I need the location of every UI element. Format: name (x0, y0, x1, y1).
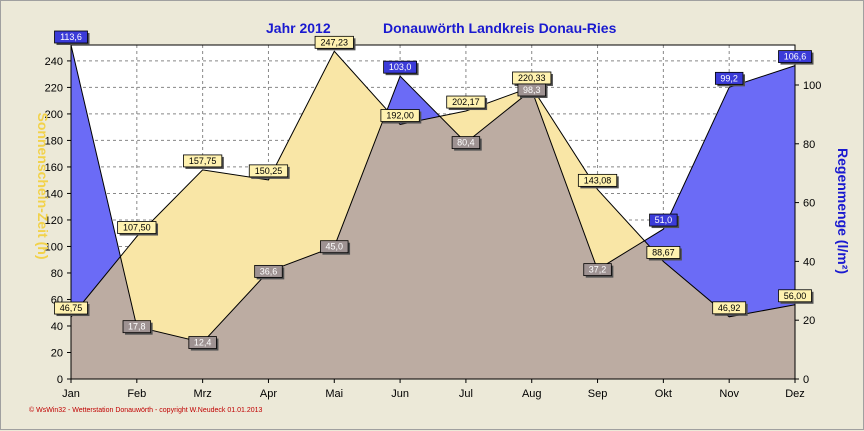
left-tick-label: 80 (51, 268, 63, 280)
left-axis-label: Sonnenschein-Zeit (h) (35, 113, 51, 260)
sunshine-value-label-box (380, 109, 420, 122)
sunshine-value-label-box (712, 301, 747, 315)
sunshine-value-label: 107,50 (123, 223, 151, 233)
left-tick-label: 140 (45, 188, 63, 200)
left-tick-label: 40 (51, 321, 63, 333)
left-tick-label: 220 (45, 82, 63, 94)
left-tick-label: 240 (45, 56, 63, 68)
rain-value-label: 36,6 (260, 266, 278, 276)
rain-value-label-box (122, 320, 152, 334)
right-tick-label: 80 (803, 139, 815, 151)
rain-value-label-box (383, 60, 417, 74)
x-tick-label: Sep (588, 388, 608, 400)
sunshine-value-label-box (248, 164, 289, 178)
rain-value-label: 113,6 (60, 32, 82, 42)
x-tick-label: Feb (127, 388, 146, 400)
x-tick-label: Jun (391, 388, 409, 400)
rain-value-label-box (649, 213, 678, 227)
left-tick-label: 160 (45, 162, 63, 174)
axis-ticks: 0204060801001201401601802002202400204060… (45, 56, 822, 400)
rain-value-label-box (583, 263, 612, 277)
sunshine-value-label-box (577, 173, 618, 187)
rain-value-label-box (451, 136, 481, 150)
sunshine-value-label-box (314, 35, 354, 49)
sunshine-value-label-box (117, 221, 157, 234)
rain-value-label: 51,0 (655, 215, 673, 225)
left-tick-label: 180 (45, 135, 63, 147)
rain-value-label: 17,8 (128, 322, 146, 332)
rain-value-label: 98,3 (523, 85, 541, 95)
right-tick-label: 100 (803, 80, 821, 92)
rain-value-label-box (778, 50, 812, 63)
sunshine-value-label: 247,23 (321, 37, 349, 47)
rain-value-label: 80,4 (457, 138, 475, 148)
rain-value-label: 37,2 (589, 265, 607, 275)
left-tick-label: 200 (45, 109, 63, 121)
x-tick-label: Mai (325, 388, 343, 400)
sunshine-value-label: 46,92 (718, 303, 741, 313)
sunshine-value-label-box (446, 95, 486, 109)
rain-value-label-box (254, 264, 283, 278)
rain-value-label-box (188, 336, 217, 349)
right-tick-label: 20 (803, 315, 815, 327)
sunshine-value-label: 88,67 (652, 247, 675, 257)
rain-value-label: 12,4 (194, 338, 212, 348)
sunshine-line (70, 50, 796, 318)
chart-title: Jahr 2012 (266, 20, 331, 36)
rain-value-label-box (517, 83, 546, 97)
plot-border (70, 44, 796, 380)
sunshine-value-label-box (646, 246, 681, 259)
right-axis-label: Regenmenge (l/m²) (835, 148, 851, 274)
right-tick-label: 40 (803, 256, 815, 268)
rain-value-label: 45,0 (326, 242, 344, 252)
rain-value-label-box (714, 71, 744, 85)
sunshine-value-label: 46,75 (60, 303, 83, 313)
x-tick-label: Jul (459, 388, 473, 400)
sunshine-value-label-box (54, 301, 88, 315)
overlap-area (71, 90, 795, 379)
right-tick-label: 60 (803, 198, 815, 210)
x-tick-label: Nov (719, 388, 739, 400)
data-areas (70, 44, 796, 380)
sunshine-value-label: 192,00 (386, 111, 414, 121)
rain-value-label: 99,2 (720, 73, 738, 83)
left-tick-label: 20 (51, 347, 63, 359)
chart-subtitle: Donauwörth Landkreis Donau-Ries (383, 20, 617, 36)
sunshine-value-label: 143,08 (584, 175, 612, 185)
rain-value-label-box (54, 30, 88, 44)
x-tick-label: Mrz (193, 388, 211, 400)
x-tick-label: Jan (62, 388, 80, 400)
left-tick-label: 120 (45, 215, 63, 227)
left-tick-label: 0 (57, 374, 63, 386)
x-tick-label: Okt (655, 388, 672, 400)
x-tick-label: Dez (785, 388, 805, 400)
sunshine-value-label: 202,17 (452, 97, 480, 107)
sunshine-value-label: 157,75 (189, 156, 217, 166)
data-labels: 46,75 107,50 157,75 150,25 247,23 192,00 202,1… (54, 30, 814, 351)
sunshine-value-label: 220,33 (518, 73, 546, 83)
rain-value-label-box (320, 240, 349, 254)
rain-value-label: 106,6 (784, 52, 807, 62)
sunshine-value-label-box (183, 154, 223, 168)
sunshine-value-label: 150,25 (255, 166, 283, 176)
rain-value-label: 103,0 (389, 62, 412, 72)
sunshine-value-label-box (778, 289, 812, 303)
left-tick-label: 100 (45, 241, 63, 253)
sunshine-value-label: 56,00 (784, 291, 807, 301)
x-tick-label: Apr (260, 388, 277, 400)
right-tick-label: 0 (803, 374, 809, 386)
copyright-footer: © WsWin32 - Wetterstation Donauwörth - c… (29, 406, 263, 414)
x-tick-label: Aug (522, 388, 542, 400)
